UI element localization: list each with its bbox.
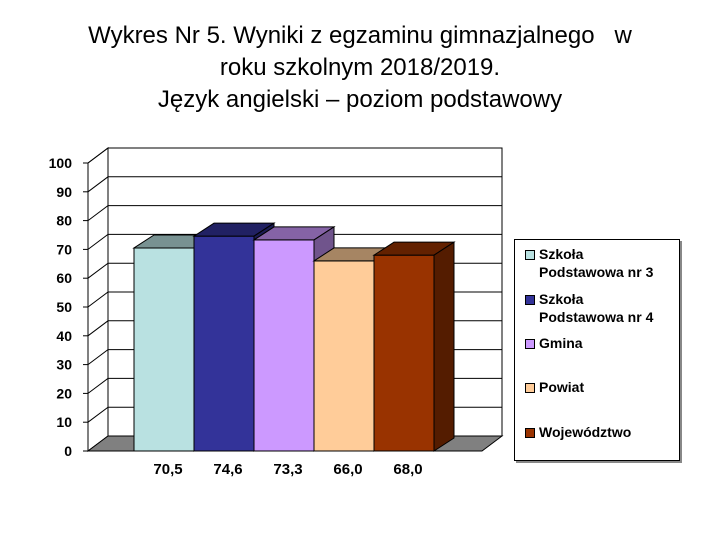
y-tick-label: 40	[56, 328, 72, 344]
legend-label-gmina: Gmina	[539, 335, 583, 351]
title-line-1: Wykres Nr 5. Wyniki z egzaminu gimnazjal…	[88, 22, 632, 49]
legend-label-wojewodztwo: Województwo	[539, 424, 632, 440]
legend-swatch-sp4	[525, 295, 535, 305]
bar-value-label: 68,0	[393, 461, 422, 478]
legend-swatch-powiat	[525, 383, 535, 393]
gridline	[87, 176, 502, 193]
y-tick-label: 80	[56, 213, 72, 229]
y-tick-label: 70	[56, 241, 72, 257]
bar-value-label: 74,6	[213, 461, 242, 478]
legend-label-sp3: Szkoła Podstawowa nr 3	[539, 246, 654, 280]
y-tick-label: 30	[56, 357, 72, 373]
chart-legend: Szkoła Podstawowa nr 3 Szkoła Podstawowa…	[514, 239, 680, 461]
bar	[193, 235, 255, 452]
y-tick-label: 20	[56, 385, 72, 401]
y-tick-label: 0	[64, 443, 72, 459]
legend-label-sp4: Szkoła Podstawowa nr 4	[539, 291, 654, 325]
y-tick-label: 60	[56, 270, 72, 286]
legend-swatch-sp3	[525, 250, 535, 260]
y-tick-label: 100	[49, 155, 73, 171]
legend-swatch-gmina	[525, 339, 535, 349]
bar	[313, 260, 375, 452]
gridline	[87, 205, 502, 222]
bar	[373, 254, 435, 452]
legend-swatch-wojewodztwo	[525, 428, 535, 438]
bar	[253, 239, 315, 452]
y-tick-label: 50	[56, 299, 72, 315]
chart-title: Wykres Nr 5. Wyniki z egzaminu gimnazjal…	[0, 20, 720, 116]
title-line-3: Język angielski – poziom podstawowy	[157, 86, 563, 113]
gridline	[87, 233, 502, 250]
y-tick-label: 10	[56, 414, 72, 430]
bar-value-label: 66,0	[333, 461, 362, 478]
bar-value-label: 73,3	[273, 461, 302, 478]
bar	[133, 247, 195, 452]
gridline	[87, 147, 502, 164]
title-line-2: roku szkolnym 2018/2019.	[219, 54, 501, 81]
bar-side	[433, 241, 455, 452]
bar-value-label: 70,5	[153, 461, 182, 478]
y-tick-label: 90	[56, 184, 72, 200]
legend-label-powiat: Powiat	[539, 379, 585, 395]
